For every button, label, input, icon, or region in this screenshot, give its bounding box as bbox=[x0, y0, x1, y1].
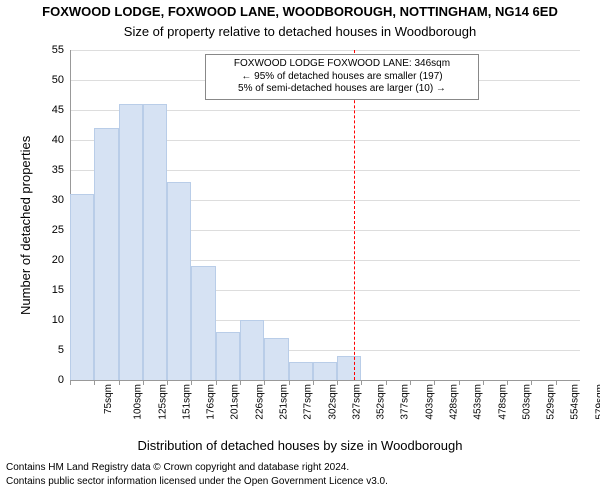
x-tick-label: 251sqm bbox=[279, 384, 290, 420]
x-tick-label: 478sqm bbox=[497, 384, 508, 420]
x-tick-mark bbox=[167, 380, 168, 385]
x-axis-label: Distribution of detached houses by size … bbox=[0, 438, 600, 453]
plot-area: 051015202530354045505575sqm100sqm125sqm1… bbox=[70, 50, 580, 380]
x-tick-label: 100sqm bbox=[133, 384, 144, 420]
property-marker-line bbox=[354, 50, 355, 380]
annotation-line: FOXWOOD LODGE FOXWOOD LANE: 346sqm bbox=[212, 58, 472, 71]
x-tick-mark bbox=[94, 380, 95, 385]
x-tick-label: 579sqm bbox=[594, 384, 600, 420]
x-tick-mark bbox=[216, 380, 217, 385]
x-tick-mark bbox=[191, 380, 192, 385]
footer-line-2: Contains public sector information licen… bbox=[6, 476, 388, 487]
x-tick-mark bbox=[70, 380, 71, 385]
y-tick-label: 15 bbox=[52, 284, 70, 296]
x-tick-label: 428sqm bbox=[449, 384, 460, 420]
x-tick-label: 327sqm bbox=[351, 384, 362, 420]
annotation-box: FOXWOOD LODGE FOXWOOD LANE: 346sqm← 95% … bbox=[205, 54, 479, 100]
histogram-bar bbox=[240, 320, 264, 380]
x-tick-mark bbox=[143, 380, 144, 385]
y-axis-label: Number of detached properties bbox=[18, 136, 33, 315]
annotation-line: 5% of semi-detached houses are larger (1… bbox=[212, 83, 472, 96]
y-tick-label: 45 bbox=[52, 104, 70, 116]
histogram-bar bbox=[94, 128, 118, 380]
y-tick-label: 20 bbox=[52, 254, 70, 266]
x-tick-mark bbox=[361, 380, 362, 385]
x-tick-label: 403sqm bbox=[424, 384, 435, 420]
x-axis-line bbox=[70, 380, 580, 381]
x-tick-label: 302sqm bbox=[327, 384, 338, 420]
x-tick-mark bbox=[531, 380, 532, 385]
histogram-bar bbox=[70, 194, 94, 380]
x-tick-mark bbox=[240, 380, 241, 385]
histogram-bar bbox=[337, 356, 361, 380]
x-tick-label: 226sqm bbox=[254, 384, 265, 420]
y-tick-label: 55 bbox=[52, 44, 70, 56]
y-tick-label: 10 bbox=[52, 314, 70, 326]
y-tick-label: 0 bbox=[58, 374, 70, 386]
x-tick-label: 125sqm bbox=[157, 384, 168, 420]
x-tick-mark bbox=[434, 380, 435, 385]
histogram-bar bbox=[289, 362, 313, 380]
footer-line-1: Contains HM Land Registry data © Crown c… bbox=[6, 462, 349, 473]
y-tick-label: 30 bbox=[52, 194, 70, 206]
x-tick-label: 201sqm bbox=[230, 384, 241, 420]
x-tick-mark bbox=[507, 380, 508, 385]
x-tick-mark bbox=[483, 380, 484, 385]
y-tick-label: 40 bbox=[52, 134, 70, 146]
x-tick-mark bbox=[119, 380, 120, 385]
y-tick-label: 5 bbox=[58, 344, 70, 356]
histogram-bar bbox=[191, 266, 215, 380]
x-tick-label: 176sqm bbox=[206, 384, 217, 420]
gridline bbox=[70, 50, 580, 51]
x-tick-label: 554sqm bbox=[570, 384, 581, 420]
histogram-bar bbox=[313, 362, 337, 380]
x-tick-mark bbox=[264, 380, 265, 385]
x-tick-mark bbox=[410, 380, 411, 385]
x-tick-label: 352sqm bbox=[376, 384, 387, 420]
x-tick-label: 151sqm bbox=[181, 384, 192, 420]
x-tick-label: 453sqm bbox=[473, 384, 484, 420]
x-tick-label: 277sqm bbox=[303, 384, 314, 420]
x-tick-mark bbox=[337, 380, 338, 385]
x-tick-label: 75sqm bbox=[103, 384, 114, 414]
x-tick-label: 503sqm bbox=[521, 384, 532, 420]
histogram-bar bbox=[143, 104, 167, 380]
x-tick-mark bbox=[386, 380, 387, 385]
annotation-line: ← 95% of detached houses are smaller (19… bbox=[212, 71, 472, 84]
histogram-bar bbox=[167, 182, 191, 380]
x-tick-label: 377sqm bbox=[400, 384, 411, 420]
histogram-bar bbox=[119, 104, 143, 380]
chart-subtitle: Size of property relative to detached ho… bbox=[0, 24, 600, 39]
y-tick-label: 25 bbox=[52, 224, 70, 236]
x-tick-mark bbox=[556, 380, 557, 385]
x-tick-mark bbox=[313, 380, 314, 385]
histogram-bar bbox=[216, 332, 240, 380]
y-tick-label: 35 bbox=[52, 164, 70, 176]
x-tick-mark bbox=[289, 380, 290, 385]
chart-title: FOXWOOD LODGE, FOXWOOD LANE, WOODBOROUGH… bbox=[0, 4, 600, 19]
x-tick-mark bbox=[459, 380, 460, 385]
histogram-bar bbox=[264, 338, 288, 380]
x-tick-label: 529sqm bbox=[546, 384, 557, 420]
y-tick-label: 50 bbox=[52, 74, 70, 86]
